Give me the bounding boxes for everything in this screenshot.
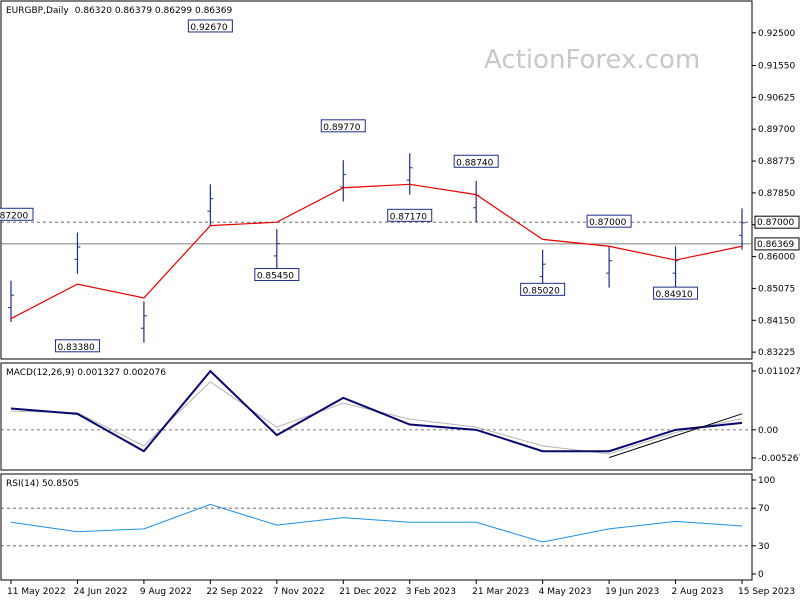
symbol-label: EURGBP,Daily bbox=[6, 6, 69, 16]
price-label-box bbox=[0, 207, 34, 221]
price-y-tick-label: 0.85075 bbox=[758, 284, 795, 294]
macd-y-tick-label: 0.00 bbox=[758, 426, 778, 436]
rsi-panel-frame bbox=[0, 473, 753, 581]
watermark: ActionForex.com bbox=[484, 45, 700, 75]
x-tick-label: 15 Sep 2023 bbox=[738, 587, 795, 597]
rsi-y-tick-label: 100 bbox=[758, 476, 775, 486]
price-label: 0.87170 bbox=[390, 212, 427, 222]
price-y-tick-label: 0.86000 bbox=[758, 253, 795, 263]
x-tick-label: 2 Aug 2023 bbox=[672, 587, 724, 597]
price-y-tick-label: 0.91550 bbox=[758, 62, 795, 72]
macd-y-tick-label: -0.005267 bbox=[758, 454, 800, 464]
axis-layer: 11 May 2022 24 Jun 2022 9 Aug 2022 22 Sep 2… bbox=[7, 580, 795, 597]
rsi-title: RSI(14) 50.8505 bbox=[6, 479, 79, 489]
price-level-label: 0.86369 bbox=[757, 240, 794, 250]
macd-y-tick-label: 0.011027 bbox=[758, 367, 800, 377]
price-y-tick-label: 0.88775 bbox=[758, 157, 795, 167]
x-tick-label: 4 May 2023 bbox=[539, 587, 592, 597]
price-label: 0.85450 bbox=[257, 272, 294, 282]
price-label: 0.92670 bbox=[190, 23, 227, 33]
rsi-layer: 100 70 30 0 bbox=[1, 476, 775, 580]
price-layer: 0.92500 0.91550 0.90625 0.89700 0.88775 0.878… bbox=[0, 19, 800, 358]
macd-trendline bbox=[608, 413, 743, 459]
price-label-box bbox=[387, 208, 433, 222]
price-y-tick-label: 0.83225 bbox=[758, 348, 795, 358]
x-tick-label: 3 Feb 2023 bbox=[406, 587, 456, 597]
rsi-line bbox=[10, 503, 743, 543]
price-panel-frame bbox=[0, 0, 753, 360]
price-label: 0.87200 bbox=[0, 211, 28, 221]
price-label-box bbox=[453, 154, 499, 168]
price-label-box bbox=[187, 19, 233, 33]
price-label: 0.85020 bbox=[523, 286, 560, 296]
price-level-box bbox=[754, 215, 800, 229]
price-label: 0.88740 bbox=[456, 158, 493, 168]
price-label: 0.89770 bbox=[323, 123, 360, 133]
macd-layer: 0.011027 0.00 -0.005267 bbox=[1, 367, 800, 464]
macd-line bbox=[10, 369, 743, 453]
price-label-box bbox=[54, 339, 100, 353]
price-y-tick-label: 0.90625 bbox=[758, 93, 795, 103]
macd-panel-frame bbox=[0, 362, 753, 471]
price-label-box bbox=[320, 119, 366, 133]
x-tick-label: 9 Aug 2022 bbox=[140, 587, 192, 597]
price-y-tick-label: 0.87850 bbox=[758, 189, 795, 199]
x-tick-label: 7 Nov 2022 bbox=[273, 587, 325, 597]
price-label-box bbox=[520, 282, 566, 296]
price-label: 0.83380 bbox=[57, 343, 94, 353]
rsi-y-tick-label: 30 bbox=[758, 542, 770, 552]
moving-average-line bbox=[10, 183, 743, 320]
x-tick-label: 11 May 2022 bbox=[7, 587, 66, 597]
x-tick-label: 24 Jun 2022 bbox=[73, 587, 127, 597]
x-tick-label: 22 Sep 2022 bbox=[206, 587, 263, 597]
price-label-box bbox=[254, 268, 300, 282]
price-level-label: 0.87000 bbox=[757, 218, 794, 228]
x-tick-label: 19 Jun 2023 bbox=[605, 587, 659, 597]
rsi-y-tick-label: 0 bbox=[758, 570, 764, 580]
price-label: 0.84910 bbox=[656, 290, 693, 300]
x-tick-label: 21 Mar 2023 bbox=[472, 587, 529, 597]
price-title: EURGBP,Daily 0.86320 0.86379 0.86299 0.86… bbox=[6, 6, 232, 16]
price-y-tick-label: 0.89700 bbox=[758, 125, 795, 135]
price-y-tick-label: 0.84150 bbox=[758, 316, 795, 326]
macd-title: MACD(12,26,9) 0.001327 0.002076 bbox=[6, 368, 166, 378]
price-level-box bbox=[754, 237, 800, 251]
rsi-y-tick-label: 70 bbox=[758, 504, 770, 514]
price-y-tick-label: 0.92500 bbox=[758, 29, 795, 39]
price-label-box bbox=[653, 286, 699, 300]
price-label: 0.87000 bbox=[589, 218, 626, 228]
price-label-box bbox=[586, 214, 632, 228]
x-tick-label: 21 Dec 2022 bbox=[339, 587, 397, 597]
ohlc-label: 0.86320 0.86379 0.86299 0.86369 bbox=[75, 6, 233, 16]
